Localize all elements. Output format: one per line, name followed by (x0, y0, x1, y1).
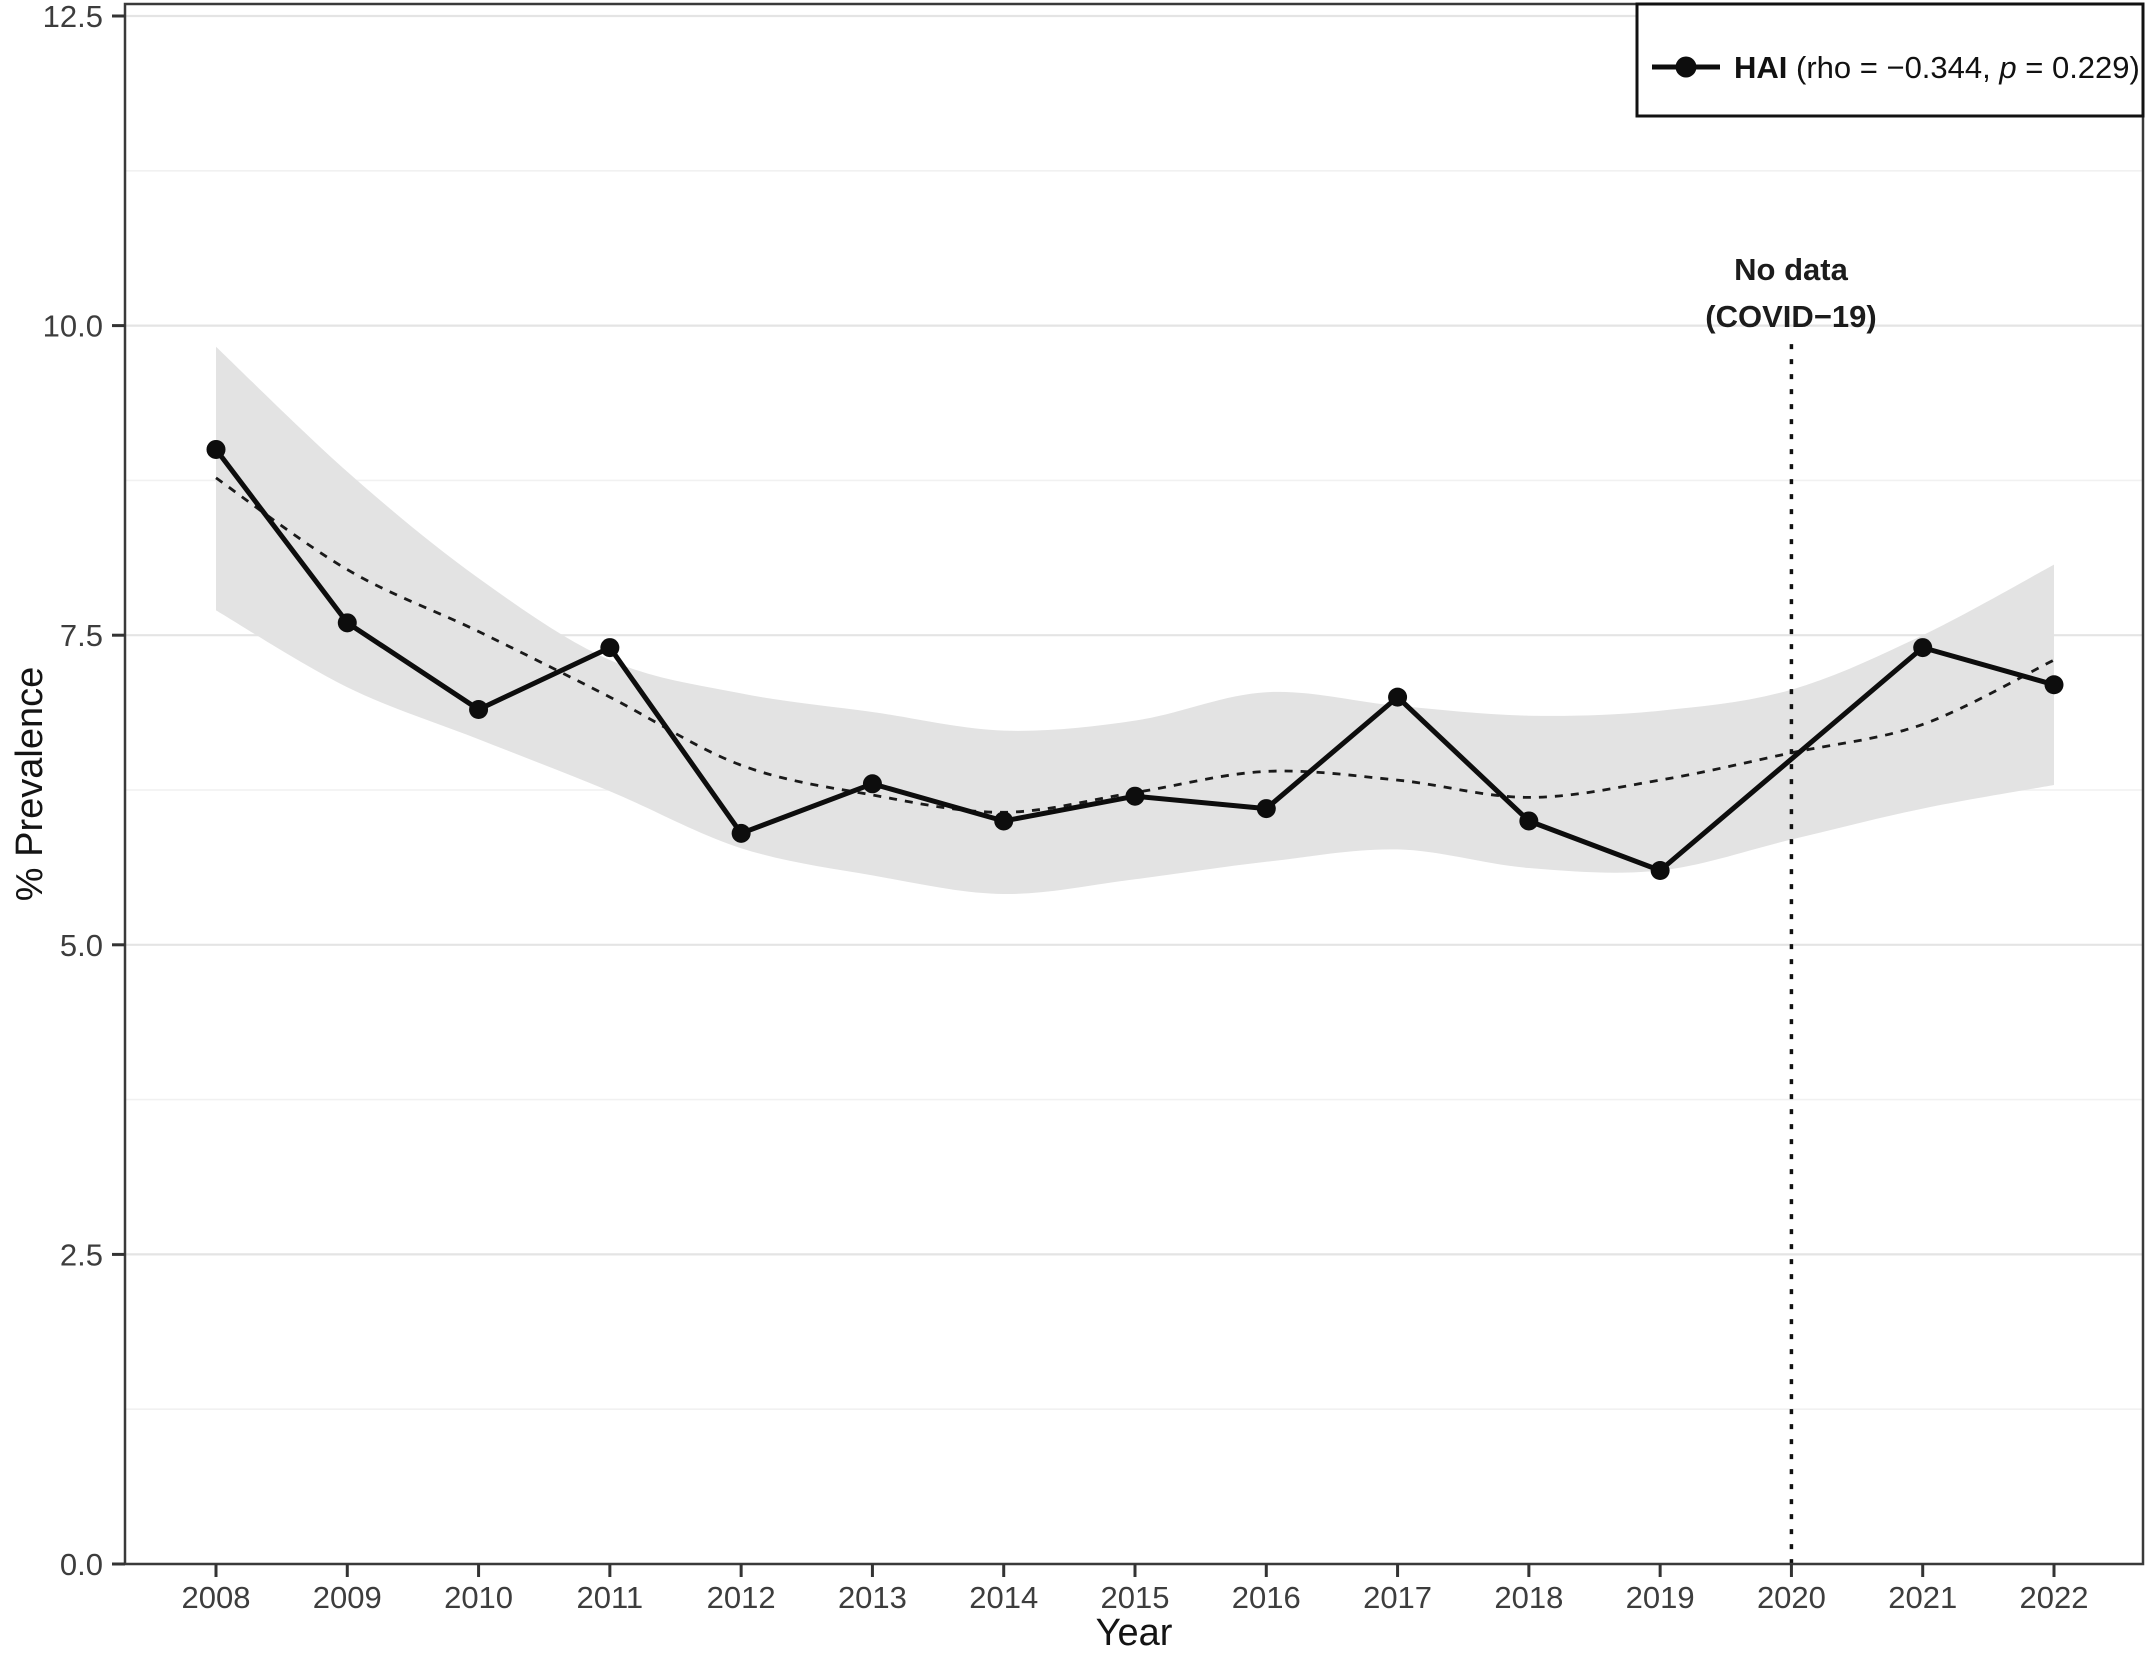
data-point (469, 700, 489, 720)
y-tick-label: 2.5 (60, 1237, 103, 1272)
x-axis-title: Year (1096, 1612, 1173, 1654)
y-tick-label: 0.0 (60, 1547, 103, 1582)
y-tick-label: 10.0 (43, 309, 103, 344)
x-tick-label: 2015 (1101, 1580, 1170, 1615)
x-tick-label: 2010 (444, 1580, 513, 1615)
no-data-annotation-line2: (COVID−19) (1705, 299, 1876, 334)
legend-series-name: HAI (1734, 50, 1787, 85)
data-point (862, 774, 882, 794)
data-point (2044, 675, 2064, 695)
x-tick-label: 2009 (313, 1580, 382, 1615)
x-tick-label: 2018 (1494, 1580, 1563, 1615)
y-tick-label: 12.5 (43, 0, 103, 34)
x-axis-tick-labels: 2008 2009 2010 2011 2012 2013 2014 2015 2016 2017… (182, 1580, 2089, 1615)
x-tick-label: 2021 (1888, 1580, 1957, 1615)
y-axis-title: % Prevalence (9, 667, 51, 901)
data-point (994, 811, 1014, 831)
x-tick-label: 2012 (707, 1580, 776, 1615)
legend-stats-pre: (rho = −0.344, (1787, 50, 1999, 85)
x-tick-label: 2014 (969, 1580, 1038, 1615)
hai-series-points (206, 439, 2064, 880)
data-point (731, 823, 751, 843)
legend-stats-post: = 0.229) (2017, 50, 2140, 85)
no-data-annotation-line1: No data (1734, 252, 1848, 287)
x-tick-label: 2016 (1232, 1580, 1301, 1615)
confidence-band-area (216, 346, 2054, 895)
legend-label: HAI (rho = −0.344, p = 0.229) (1734, 50, 2140, 85)
x-tick-label: 2019 (1626, 1580, 1695, 1615)
data-point (600, 638, 620, 658)
data-point (1650, 860, 1670, 880)
data-point (1913, 638, 1933, 658)
x-tick-label: 2020 (1757, 1580, 1826, 1615)
y-tick-label: 7.5 (60, 618, 103, 653)
x-tick-label: 2011 (577, 1580, 644, 1615)
data-point (1256, 799, 1276, 819)
data-point (206, 439, 226, 459)
axis-tick-marks (112, 14, 2056, 1577)
hai-line-path (214, 447, 2055, 873)
hai-series-line (214, 447, 2055, 873)
legend-point-marker (1675, 56, 1697, 78)
data-point (1125, 786, 1145, 806)
confidence-band (216, 346, 2054, 895)
x-tick-label: 2022 (2020, 1580, 2089, 1615)
y-tick-label: 5.0 (60, 928, 103, 963)
x-tick-label: 2008 (182, 1580, 251, 1615)
legend-box (1635, 2, 2145, 118)
legend: HAI (rho = −0.344, p = 0.229) (1635, 2, 2145, 118)
legend-p-symbol: p (1998, 50, 2016, 85)
data-point (1519, 811, 1539, 831)
x-tick-label: 2017 (1363, 1580, 1432, 1615)
x-tick-label: 2013 (838, 1580, 907, 1615)
data-point (1388, 687, 1408, 707)
y-axis-tick-labels: 0.0 2.5 5.0 7.5 10.0 12.5 (43, 0, 103, 1582)
data-point (337, 613, 357, 633)
